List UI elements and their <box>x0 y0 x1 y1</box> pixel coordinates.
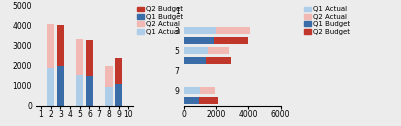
Bar <box>76 75 83 106</box>
Bar <box>86 40 93 76</box>
Bar <box>76 39 83 75</box>
Bar <box>47 24 54 68</box>
Bar <box>200 87 215 94</box>
Bar <box>115 84 122 106</box>
Bar <box>184 37 215 44</box>
Bar <box>215 37 248 44</box>
Bar <box>86 76 93 106</box>
Bar <box>184 47 208 54</box>
Bar <box>105 87 113 106</box>
Bar <box>184 97 199 104</box>
Bar <box>115 58 122 84</box>
Bar <box>57 25 64 66</box>
Bar <box>105 66 113 87</box>
Legend: Q2 Budget, Q1 Budget, Q2 Actual, Q1 Actual: Q2 Budget, Q1 Budget, Q2 Actual, Q1 Actu… <box>137 7 183 35</box>
Bar <box>184 57 206 64</box>
Bar <box>184 87 200 94</box>
Bar <box>47 68 54 106</box>
Bar <box>184 27 216 34</box>
Bar <box>208 47 229 54</box>
Bar <box>57 66 64 106</box>
Bar <box>216 27 250 34</box>
Bar <box>199 97 218 104</box>
Bar <box>206 57 231 64</box>
Legend: Q1 Actual, Q2 Actual, Q1 Budget, Q2 Budget: Q1 Actual, Q2 Actual, Q1 Budget, Q2 Budg… <box>304 7 350 35</box>
